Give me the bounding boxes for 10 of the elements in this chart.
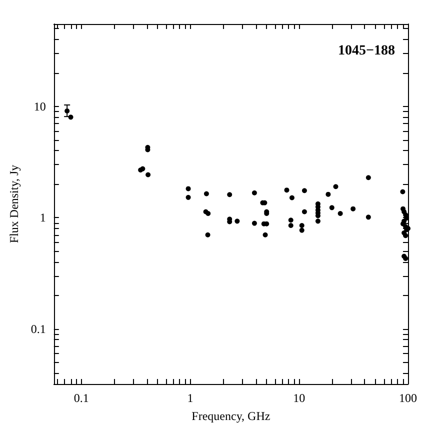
x-tick-label: 1 [187, 391, 194, 405]
x-tick-label: 0.1 [74, 391, 89, 405]
y-tick-label: 1 [40, 210, 46, 225]
y-axis-title: Flux Density, Jy [7, 164, 21, 244]
x-tick-label: 100 [399, 391, 417, 405]
x-tick-label: 10 [293, 391, 306, 405]
x-axis-title: Frequency, GHz [192, 409, 270, 423]
annotation: 1045−188 [338, 44, 396, 58]
y-tick-label: 0.1 [30, 322, 46, 336]
y-tick-label: 10 [34, 99, 46, 114]
